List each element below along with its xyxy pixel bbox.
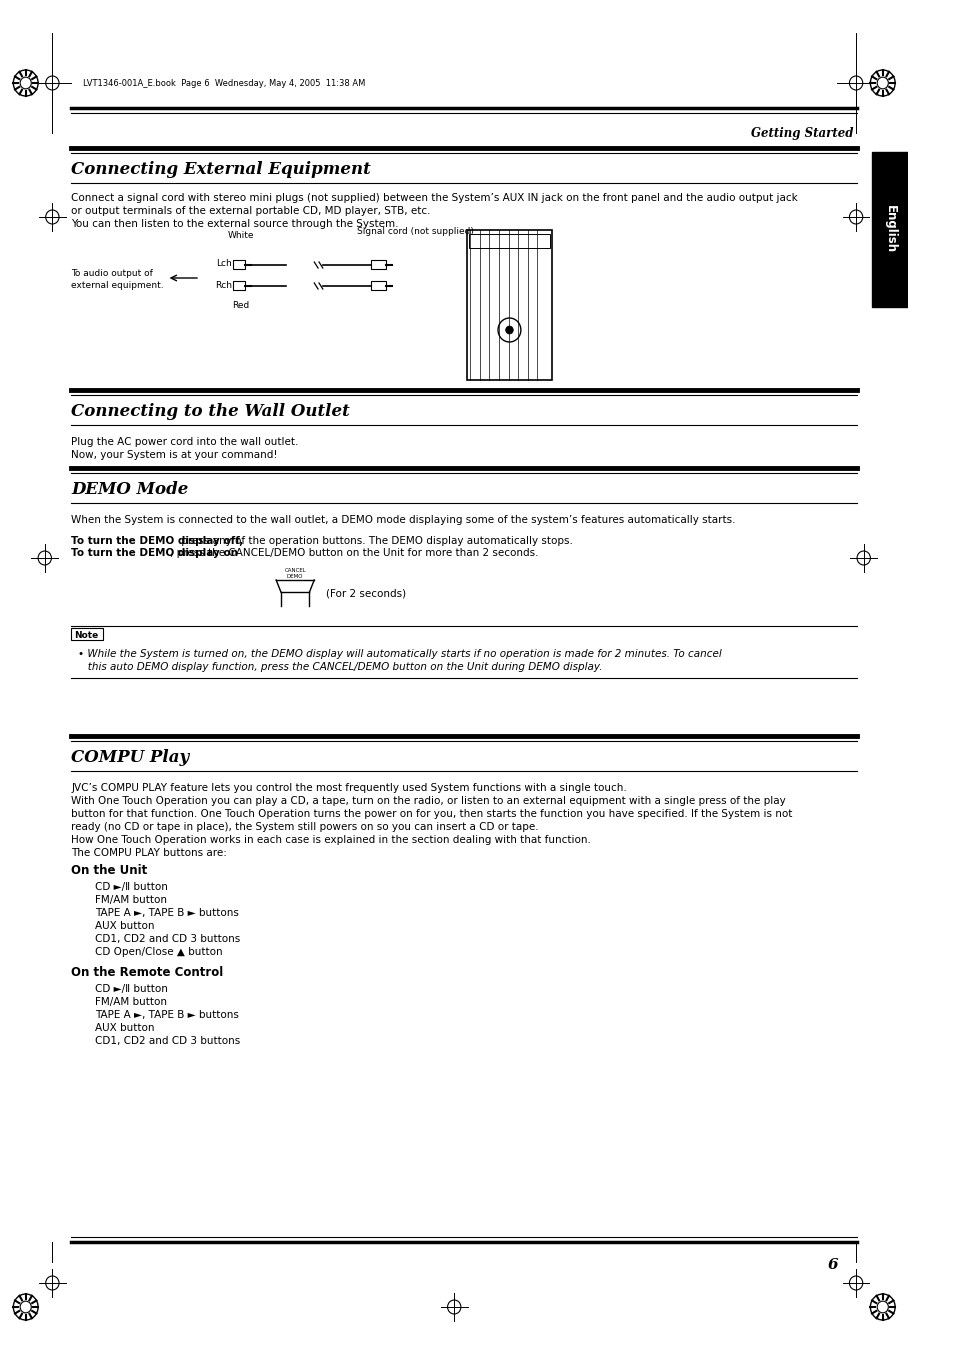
Text: DEMO Mode: DEMO Mode [71, 481, 189, 497]
Text: FM/AM button: FM/AM button [95, 997, 167, 1006]
Bar [71, 628, 103, 640]
Bar [371, 281, 385, 290]
Text: this auto DEMO display function, press the CANCEL/DEMO button on the Unit during: this auto DEMO display function, press t… [78, 662, 602, 671]
Text: CD ►/Ⅱ button: CD ►/Ⅱ button [95, 882, 168, 892]
Text: CANCEL: CANCEL [284, 569, 306, 574]
Text: White: White [228, 231, 253, 239]
Bar [233, 259, 245, 269]
Text: The COMPU PLAY buttons are:: The COMPU PLAY buttons are: [71, 848, 227, 858]
Text: 6: 6 [826, 1258, 837, 1273]
Text: Note: Note [74, 631, 99, 639]
Text: Connecting to the Wall Outlet: Connecting to the Wall Outlet [71, 403, 350, 420]
Text: To audio output of: To audio output of [71, 269, 153, 277]
Text: COMPU Play: COMPU Play [71, 748, 190, 766]
Text: How One Touch Operation works in each case is explained in the section dealing w: How One Touch Operation works in each ca… [71, 835, 591, 844]
Text: Connect a signal cord with stereo mini plugs (not supplied) between the System’s: Connect a signal cord with stereo mini p… [71, 193, 798, 203]
Text: Now, your System is at your command!: Now, your System is at your command! [71, 450, 277, 459]
Circle shape [876, 77, 887, 89]
Text: English: English [883, 205, 896, 254]
Text: CD1, CD2 and CD 3 buttons: CD1, CD2 and CD 3 buttons [95, 934, 240, 944]
Text: AUX button: AUX button [95, 1023, 154, 1034]
Text: AUX button: AUX button [95, 921, 154, 931]
Text: CD1, CD2 and CD 3 buttons: CD1, CD2 and CD 3 buttons [95, 1036, 240, 1046]
Text: Rch: Rch [215, 281, 233, 289]
Text: , press the CANCEL/DEMO button on the Unit for more than 2 seconds.: , press the CANCEL/DEMO button on the Un… [171, 549, 538, 558]
Text: Red: Red [233, 300, 250, 309]
Text: JVC’s COMPU PLAY feature lets you control the most frequently used System functi: JVC’s COMPU PLAY feature lets you contro… [71, 784, 626, 793]
Text: On the Remote Control: On the Remote Control [71, 966, 223, 979]
Text: LVT1346-001A_E.book  Page 6  Wednesday, May 4, 2005  11:38 AM: LVT1346-001A_E.book Page 6 Wednesday, Ma… [83, 78, 365, 88]
Circle shape [20, 77, 31, 89]
Bar [371, 259, 385, 269]
Text: To turn the DEMO display off, press any of the operation buttons. The DEMO displ: To turn the DEMO display off, press any … [71, 536, 618, 546]
Text: With One Touch Operation you can play a CD, a tape, turn on the radio, or listen: With One Touch Operation you can play a … [71, 796, 785, 807]
Text: Lch: Lch [216, 259, 233, 269]
Text: When the System is connected to the wall outlet, a DEMO mode displaying some of : When the System is connected to the wall… [71, 515, 735, 526]
Circle shape [20, 1301, 31, 1313]
Bar [233, 281, 245, 290]
Text: To turn the DEMO display off,: To turn the DEMO display off, [71, 536, 243, 546]
Text: Plug the AC power cord into the wall outlet.: Plug the AC power cord into the wall out… [71, 436, 298, 447]
Text: external equipment.: external equipment. [71, 281, 164, 289]
Text: Connecting External Equipment: Connecting External Equipment [71, 161, 371, 177]
Text: ready (no CD or tape in place), the System still powers on so you can insert a C: ready (no CD or tape in place), the Syst… [71, 821, 538, 832]
Text: CD ►/Ⅱ button: CD ►/Ⅱ button [95, 984, 168, 994]
Text: TAPE A ►, TAPE B ► buttons: TAPE A ►, TAPE B ► buttons [95, 1011, 239, 1020]
Text: • While the System is turned on, the DEMO display will automatically starts if n: • While the System is turned on, the DEM… [78, 648, 721, 659]
Text: or output terminals of the external portable CD, MD player, STB, etc.: or output terminals of the external port… [71, 205, 431, 216]
Text: press any of the operation buttons. The DEMO display automatically stops.: press any of the operation buttons. The … [177, 536, 572, 546]
Text: TAPE A ►, TAPE B ► buttons: TAPE A ►, TAPE B ► buttons [95, 908, 239, 917]
Text: DEMO: DEMO [287, 574, 303, 578]
Circle shape [505, 326, 513, 334]
Text: FM/AM button: FM/AM button [95, 894, 167, 905]
Text: To turn the DEMO display on: To turn the DEMO display on [71, 549, 238, 558]
Text: Getting Started: Getting Started [750, 127, 852, 141]
Circle shape [876, 1301, 887, 1313]
Text: (For 2 seconds): (For 2 seconds) [325, 588, 405, 598]
Text: Signal cord (not supplied): Signal cord (not supplied) [356, 227, 474, 236]
Text: CD Open/Close ▲ button: CD Open/Close ▲ button [95, 947, 223, 957]
Text: On the Unit: On the Unit [71, 865, 148, 878]
Bar [466, 230, 552, 380]
Bar [468, 234, 550, 249]
Text: button for that function. One Touch Operation turns the power on for you, then s: button for that function. One Touch Oper… [71, 809, 792, 819]
Text: You can then listen to the external source through the System.: You can then listen to the external sour… [71, 219, 398, 230]
Bar [871, 153, 907, 307]
